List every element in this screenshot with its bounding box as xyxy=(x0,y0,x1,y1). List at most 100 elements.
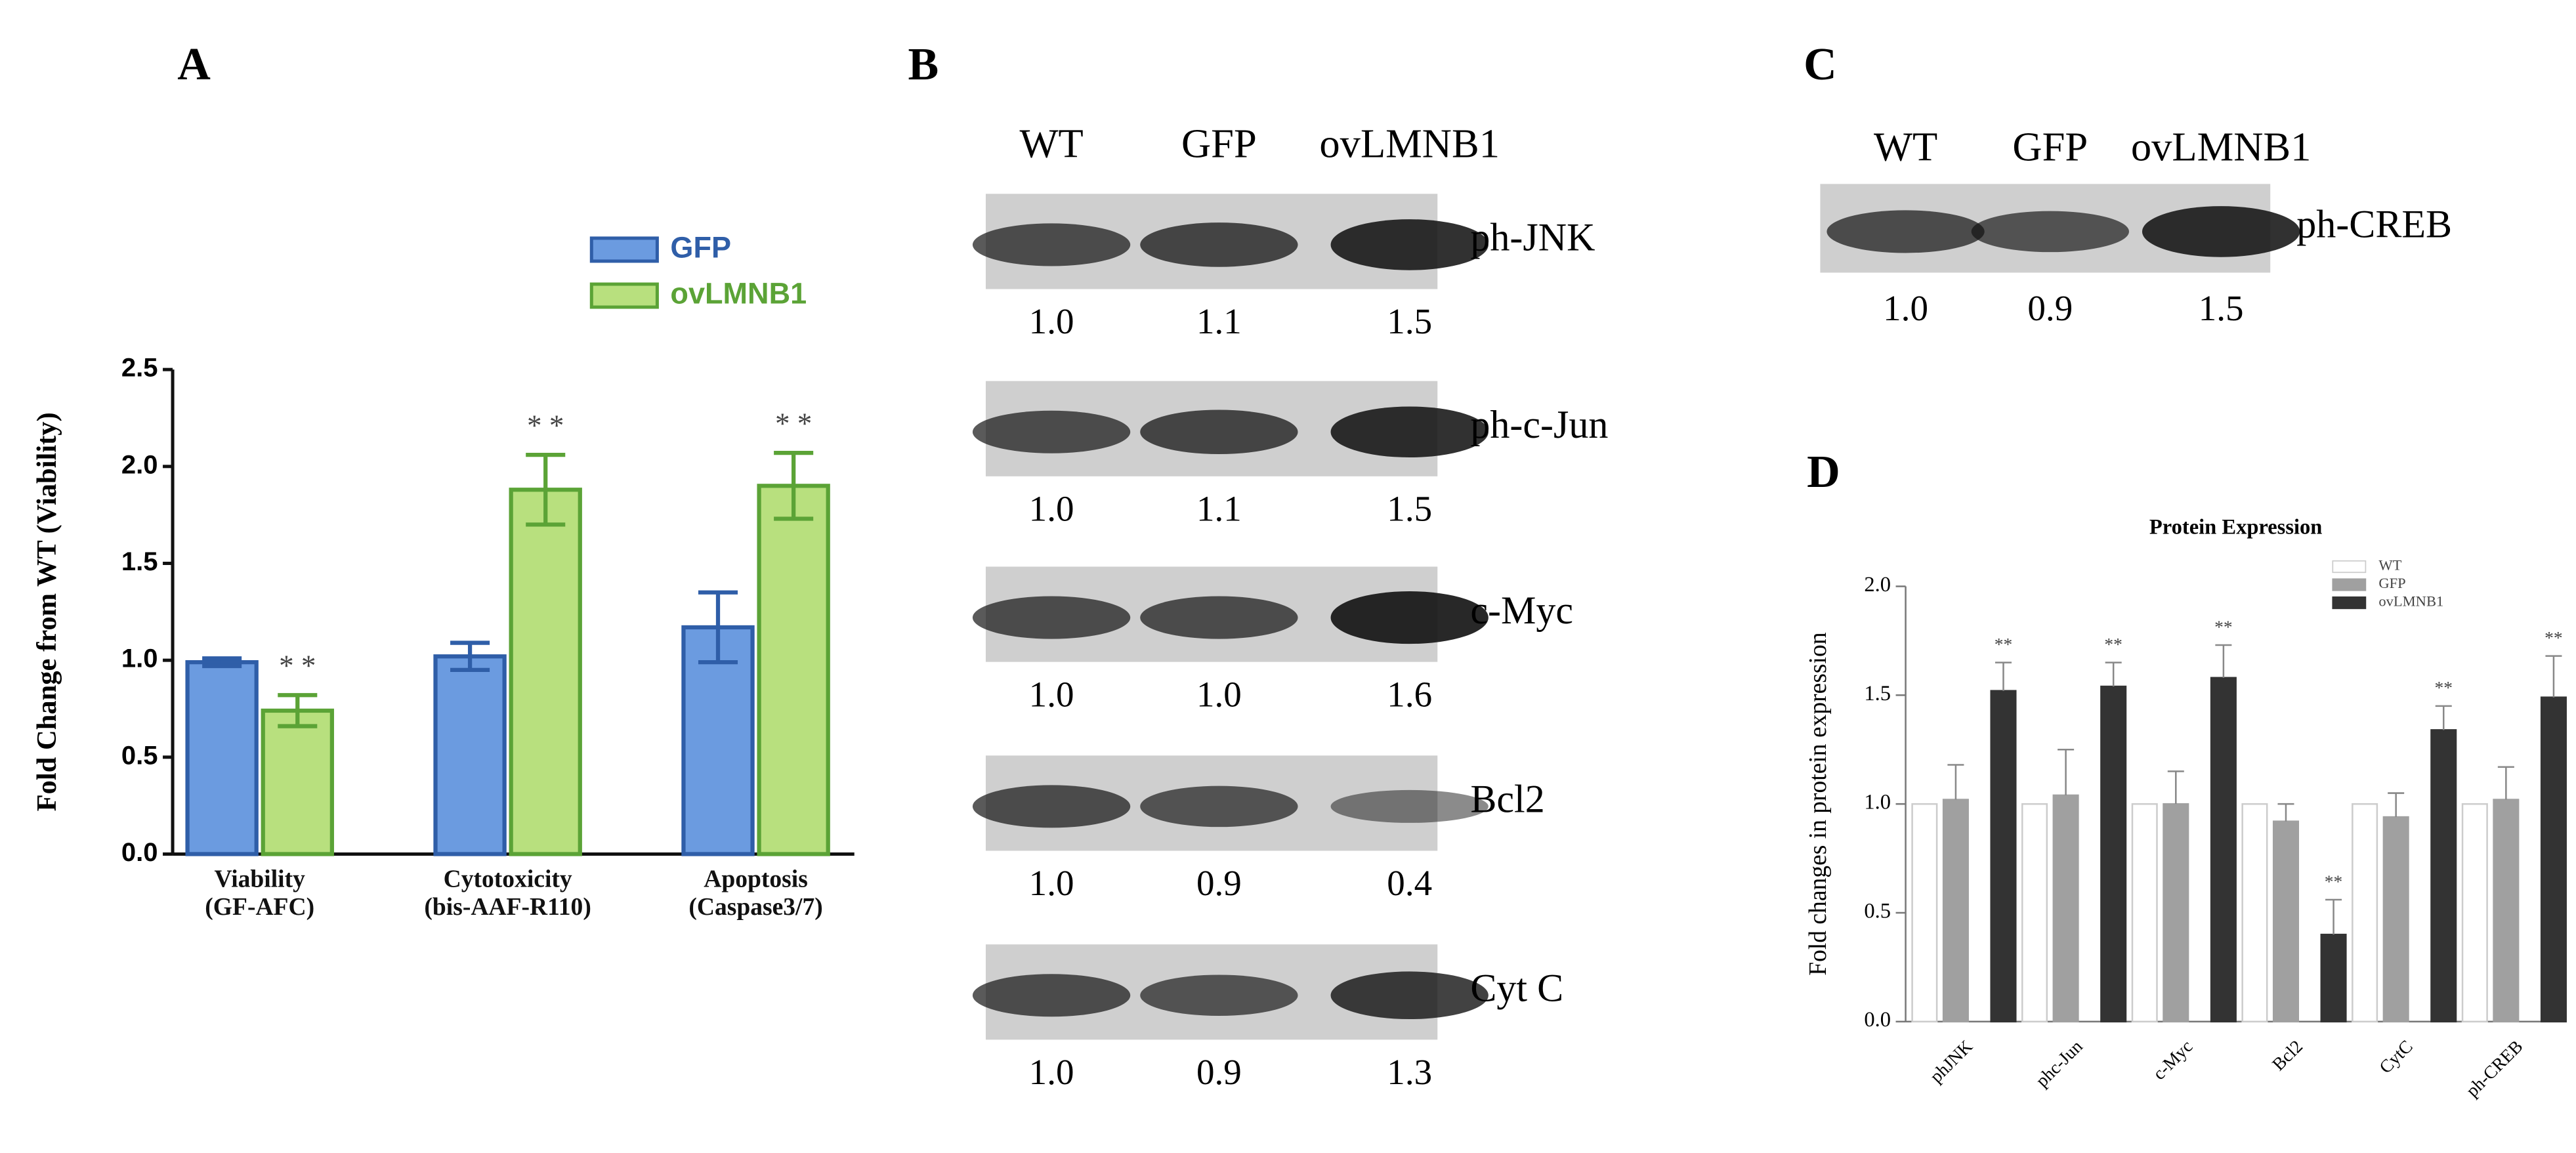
bar xyxy=(2352,803,2378,1023)
band-value: 1.0 xyxy=(1883,288,1928,328)
y-tick-label: 0.5 xyxy=(1864,899,1891,923)
protein-label: ph-c-Jun xyxy=(1470,402,1608,446)
category-label: CytC xyxy=(2375,1036,2417,1078)
significance: ** xyxy=(2104,634,2122,654)
legend-swatch xyxy=(589,282,659,309)
error-bar xyxy=(1947,764,1964,800)
blot-band xyxy=(1971,211,2129,253)
bar xyxy=(1911,803,1938,1023)
y-tick-label: 0.0 xyxy=(1864,1008,1891,1032)
protein-label: c-Myc xyxy=(1470,588,1573,632)
y-axis-label: Fold changes in protein expression xyxy=(1805,632,1832,975)
bar xyxy=(2241,803,2268,1023)
legend-swatch xyxy=(2332,596,2367,610)
bar xyxy=(2272,820,2300,1023)
bar xyxy=(261,708,334,856)
lane-label: GFP xyxy=(2012,124,2088,170)
error-bar xyxy=(2388,792,2405,818)
bar xyxy=(185,660,259,856)
category-label: Cytotoxicity (bis-AAF-R110) xyxy=(424,868,591,922)
blot-band xyxy=(1330,591,1489,644)
lane-label: WT xyxy=(1019,121,1083,167)
chart-title: Protein Expression xyxy=(2149,515,2322,539)
y-tick-label: 0.0 xyxy=(121,838,158,867)
bar xyxy=(2320,933,2347,1023)
bar xyxy=(2021,803,2048,1023)
y-tick-label: 2.0 xyxy=(1864,573,1891,597)
bar xyxy=(509,488,582,856)
band-value: 1.5 xyxy=(1387,301,1432,341)
blot-band xyxy=(1140,786,1298,828)
bar xyxy=(1990,690,2017,1023)
lane-label: WT xyxy=(1874,124,1937,170)
bar xyxy=(2493,799,2520,1023)
legend-label: GFP xyxy=(670,230,731,264)
y-tick-label: 1.0 xyxy=(1864,791,1891,814)
error-bar xyxy=(450,640,490,673)
bar xyxy=(757,484,830,856)
significance: ** xyxy=(2544,627,2563,648)
significance: * * xyxy=(527,409,564,442)
blot-band xyxy=(2142,206,2300,257)
lane-label: GFP xyxy=(1181,121,1257,167)
band-value: 1.0 xyxy=(1029,301,1074,341)
blot-band xyxy=(1140,409,1298,455)
category-label: Viability (GF-AFC) xyxy=(205,868,314,922)
significance: * * xyxy=(279,650,316,682)
blot-band xyxy=(972,223,1131,266)
legend-swatch xyxy=(2332,578,2367,591)
category-label: phJNK xyxy=(1926,1036,1976,1087)
protein-label: ph-JNK xyxy=(1470,215,1595,259)
bar xyxy=(2163,803,2189,1023)
protein-label: ph-CREB xyxy=(2296,202,2452,246)
y-tick-label: 2.0 xyxy=(121,450,158,479)
category-label: c-Myc xyxy=(2149,1036,2197,1084)
bar xyxy=(1942,799,1969,1023)
error-bar xyxy=(2058,748,2075,795)
legend-swatch xyxy=(589,236,659,263)
significance: ** xyxy=(2434,677,2453,698)
band-value: 1.0 xyxy=(1029,863,1074,903)
y-axis-label: Fold Change from WT (Viability) xyxy=(32,412,62,811)
error-bar xyxy=(278,693,318,728)
blot-band xyxy=(1826,210,1985,253)
bar xyxy=(2052,794,2079,1023)
panel-label: D xyxy=(1807,447,1840,497)
category-label-text: Apoptosis (Caspase3/7) xyxy=(688,867,823,922)
blot-band xyxy=(1140,222,1298,267)
legend-label: ovLMNB1 xyxy=(2378,593,2443,610)
lane-label: ovLMNB1 xyxy=(2131,124,2312,170)
error-bar xyxy=(2277,803,2294,822)
significance: ** xyxy=(1995,634,2013,654)
bar xyxy=(2100,685,2127,1023)
error-bar xyxy=(2435,705,2452,730)
blot-band xyxy=(1330,971,1489,1020)
panel-label: B xyxy=(908,39,939,90)
band-value: 0.4 xyxy=(1387,863,1432,903)
error-bar xyxy=(1995,661,2012,691)
blot-band xyxy=(972,596,1131,639)
significance: ** xyxy=(2214,616,2233,637)
bar xyxy=(2382,816,2409,1023)
panel-label: C xyxy=(1804,39,1837,90)
band-value: 1.0 xyxy=(1196,674,1242,714)
band-value: 1.5 xyxy=(1387,489,1432,529)
legend-label: ovLMNB1 xyxy=(670,276,807,310)
blot-band xyxy=(972,974,1131,1017)
bar xyxy=(2131,803,2158,1023)
blot-band xyxy=(1140,975,1298,1017)
band-value: 1.6 xyxy=(1387,674,1432,714)
bar xyxy=(681,625,755,856)
bar xyxy=(2210,677,2237,1023)
error-bar xyxy=(2105,661,2122,687)
legend-swatch xyxy=(2332,560,2367,574)
legend-label: GFP xyxy=(2378,575,2405,591)
lane-label: ovLMNB1 xyxy=(1319,121,1500,167)
y-tick-label: 1.0 xyxy=(121,644,158,673)
bar xyxy=(2430,729,2457,1023)
error-bar xyxy=(202,656,242,669)
blot-band xyxy=(1140,596,1298,639)
legend-label: WT xyxy=(2378,557,2401,574)
blot-band xyxy=(972,785,1131,828)
